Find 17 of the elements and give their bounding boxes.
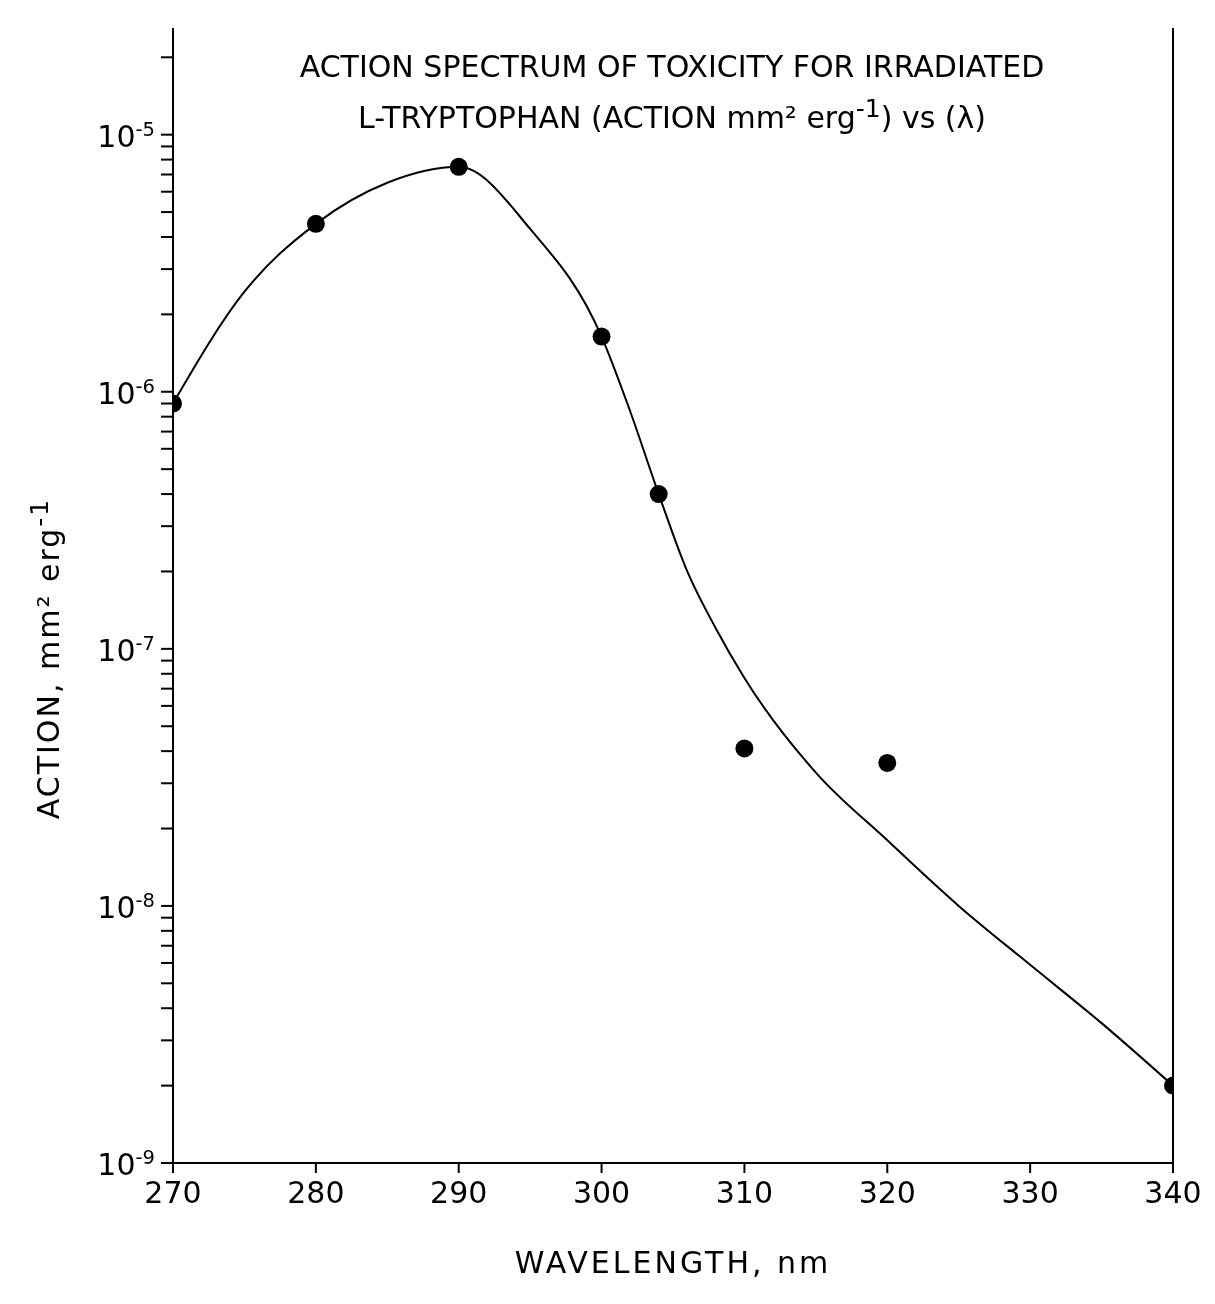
x-tick-label: 290 bbox=[430, 1175, 488, 1210]
x-tick-label: 340 bbox=[1144, 1175, 1202, 1210]
x-tick-label: 280 bbox=[287, 1175, 345, 1210]
x-axis-title: WAVELENGTH, nm bbox=[514, 1245, 832, 1280]
x-tick-label: 330 bbox=[1001, 1175, 1059, 1210]
point bbox=[592, 327, 611, 346]
y-tick-label: 10$^{-6}$ bbox=[97, 374, 155, 411]
y-tick-label: 10$^{-5}$ bbox=[97, 117, 155, 154]
x-tick-label: 320 bbox=[858, 1175, 916, 1210]
point bbox=[735, 739, 754, 758]
y-tick-label: 10$^{-7}$ bbox=[97, 631, 155, 668]
text: ACTION SPECTRUM OF TOXICITY FOR IRRADIATED L-TRYPTOPHAN (ACTION mm² erg$^{-1}$) vs (λ) bbox=[298, 48, 1046, 137]
y-tick-label: 10$^{-8}$ bbox=[97, 888, 155, 925]
point bbox=[649, 485, 668, 504]
point bbox=[449, 157, 468, 176]
x-tick-label: 310 bbox=[715, 1175, 774, 1210]
x-tick-label: 300 bbox=[572, 1175, 631, 1210]
